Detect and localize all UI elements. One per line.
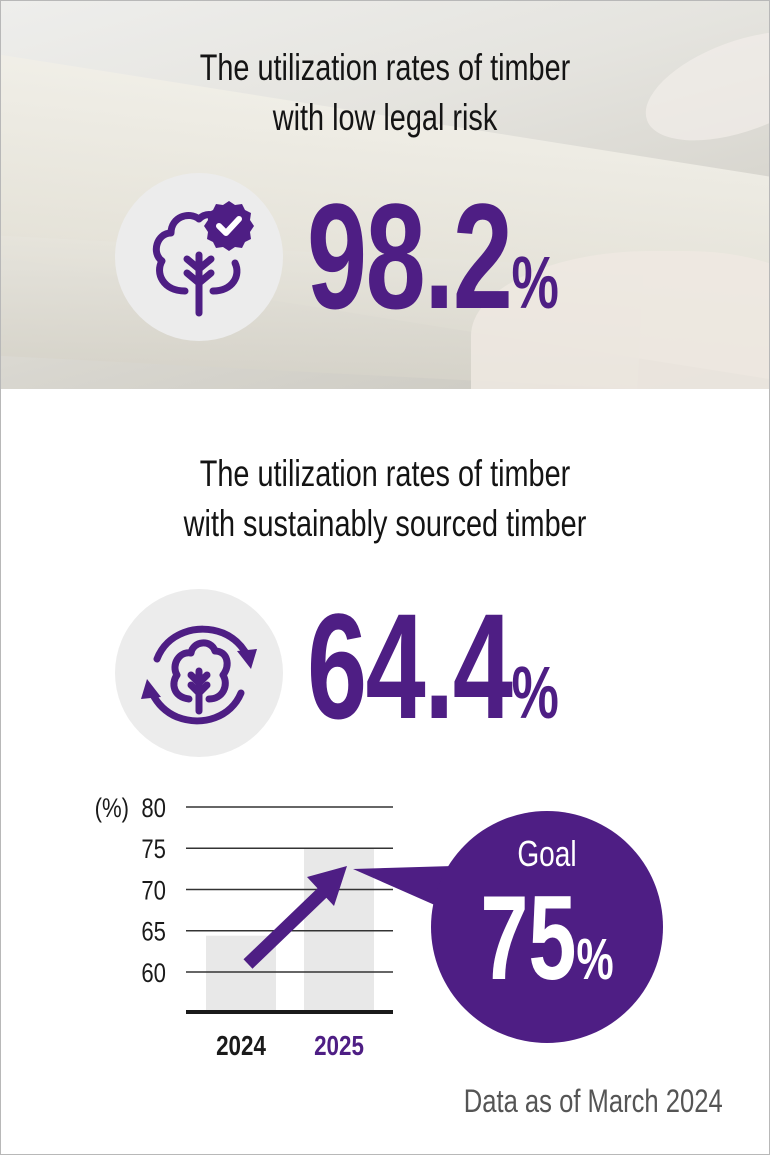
y-axis-unit-label: (%) (95, 794, 129, 824)
section2-title-line2: with sustainably sourced timber (183, 503, 587, 544)
section1-value-unit: % (511, 241, 559, 324)
tree-check-icon (115, 173, 283, 341)
y-tick-label: 70 (141, 877, 166, 907)
goal-value-unit: % (576, 927, 614, 992)
goal-badge: Goal 75% (431, 811, 663, 1043)
section2-value-unit: % (511, 651, 559, 734)
section1-value: 98.2% (307, 181, 559, 331)
y-tick-label: 75 (141, 835, 166, 865)
hero-photo-background (1, 1, 769, 389)
section2-title: The utilization rates of timber with sus… (85, 449, 684, 549)
section1-value-number: 98.2 (307, 172, 513, 340)
data-date-footnote: Data as of March 2024 (464, 1083, 723, 1119)
x-tick-label-2024: 2024 (216, 1031, 266, 1062)
goal-label: Goal (517, 833, 577, 874)
section2-value-number: 64.4 (307, 582, 513, 750)
section2-value: 64.4% (307, 591, 559, 741)
tree-recycle-icon (115, 589, 283, 757)
section1-title-line2: with low legal risk (272, 97, 498, 138)
x-tick-label-2025: 2025 (314, 1031, 364, 1062)
y-tick-label: 65 (141, 918, 166, 948)
section1-title-line1: The utilization rates of timber (199, 47, 571, 88)
y-tick-label: 60 (141, 959, 166, 989)
growth-arrow-shaft (243, 886, 329, 969)
goal-value: 75% (463, 873, 630, 1003)
y-tick-label: 80 (141, 794, 166, 824)
goal-value-number: 75 (480, 871, 577, 1005)
section2-title-line1: The utilization rates of timber (199, 453, 571, 494)
growth-arrow-head (307, 866, 347, 906)
section1-title: The utilization rates of timber with low… (85, 43, 684, 143)
